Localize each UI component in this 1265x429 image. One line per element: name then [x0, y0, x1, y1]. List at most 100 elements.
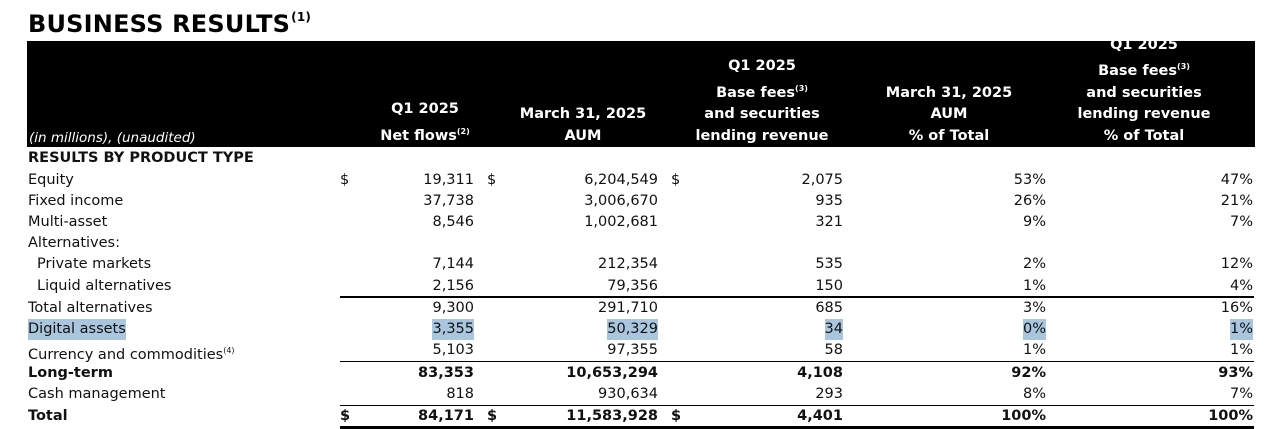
footnote-marker: (4) [223, 346, 235, 355]
currency-symbol: $ [487, 408, 498, 424]
table-row-currency-commodities: Currency and commodities(4) 5,103 97,355… [0, 340, 1265, 363]
net-flows-value: 9,300 [432, 300, 474, 316]
row-label: Cash management [28, 386, 166, 402]
row-label-highlighted: Digital assets [28, 319, 126, 340]
header-text: Net flows [380, 127, 457, 144]
aum-value-highlighted: 50,329 [607, 319, 658, 340]
table-row-long-term: Long-term 83,353 10,653,294 4,108 92% 93… [0, 363, 1265, 384]
fees-pct-value: 7% [1229, 386, 1253, 402]
aum-pct-value: 8% [1022, 386, 1046, 402]
footnote-marker: (3) [795, 83, 808, 93]
footnote-marker: (3) [1177, 62, 1190, 71]
header-line: AUM [564, 127, 602, 144]
base-fees-value: 293 [815, 386, 843, 402]
table-row-digital-assets: Digital assets 3,355 50,329 34 0% 1% [0, 319, 1265, 340]
table-row-cash-management: Cash management 818 930,634 293 8% 7% [0, 384, 1265, 405]
aum-pct-value: 1% [1022, 278, 1046, 294]
fees-pct-value: 16% [1220, 300, 1253, 316]
aum-value: 1,002,681 [584, 214, 658, 230]
section-heading: RESULTS BY PRODUCT TYPE [0, 148, 1265, 169]
currency-symbol: $ [671, 172, 681, 188]
row-label: Multi-asset [28, 214, 108, 230]
net-flows-value: 19,311 [423, 172, 474, 188]
row-label: Private markets [37, 256, 152, 272]
long-term-rule [340, 361, 1254, 362]
fees-pct-value: 47% [1220, 172, 1253, 188]
net-flows-value: 5,103 [432, 342, 474, 358]
aum-pct-value: 2% [1022, 256, 1046, 272]
currency-symbol: $ [340, 408, 351, 424]
header-line: Base fees(3) [1049, 56, 1239, 83]
header-line: and securities [704, 106, 820, 122]
table-header: (in millions), (unaudited) Q1 2025 Net f… [27, 37, 1255, 148]
column-header-net-flows: Q1 2025 Net flows(2) [335, 99, 515, 147]
header-line: Q1 2025 [391, 101, 459, 117]
aum-pct-value: 100% [1001, 408, 1046, 424]
header-line: lending revenue [695, 127, 829, 144]
aum-value: 10,653,294 [566, 365, 658, 381]
net-flows-value: 818 [446, 386, 474, 402]
column-header-aum: March 31, 2025 AUM [493, 104, 673, 147]
row-label: Fixed income [28, 193, 124, 209]
base-fees-value: 535 [815, 256, 843, 272]
net-flows-value: 2,156 [432, 278, 474, 294]
base-fees-value: 685 [815, 300, 843, 316]
aum-value: 291,710 [598, 300, 658, 316]
net-flows-value: 37,738 [423, 193, 474, 209]
header-line: Base fees(3) [667, 78, 857, 105]
aum-value: 6,204,549 [584, 172, 658, 188]
aum-value: 97,355 [607, 342, 658, 358]
row-label: Liquid alternatives [37, 278, 172, 294]
net-flows-value: 8,546 [432, 214, 474, 230]
table-row-private-markets: Private markets 7,144 212,354 535 2% 12% [0, 254, 1265, 275]
fees-pct-value: 1% [1229, 342, 1253, 358]
net-flows-value-highlighted: 3,355 [432, 319, 474, 340]
net-flows-value: 84,171 [418, 408, 474, 424]
header-line: % of Total [908, 127, 990, 144]
aum-value: 212,354 [598, 256, 658, 272]
aum-value: 930,634 [598, 386, 658, 402]
row-label-text: Currency and commodities [28, 347, 224, 363]
footnote-marker: (2) [456, 126, 470, 136]
units-note: (in millions), (unaudited) [29, 130, 196, 146]
fees-pct-value-highlighted: 1% [1229, 319, 1253, 340]
currency-symbol: $ [487, 172, 497, 188]
row-label: Total alternatives [28, 300, 153, 316]
header-line: Net flows(2) [335, 121, 515, 148]
header-line: March 31, 2025 [885, 84, 1013, 101]
base-fees-value: 58 [824, 342, 843, 358]
base-fees-value: 935 [815, 193, 843, 209]
net-flows-value: 83,353 [418, 365, 474, 381]
header-line: Q1 2025 [728, 58, 796, 74]
title-footnote: (1) [291, 10, 312, 24]
header-text: Base fees [716, 84, 796, 101]
aum-pct-value: 9% [1022, 214, 1046, 230]
title-text: BUSINESS RESULTS [28, 10, 291, 38]
fees-pct-value: 7% [1229, 214, 1253, 230]
currency-symbol: $ [671, 408, 682, 424]
aum-pct-value: 3% [1022, 300, 1046, 316]
base-fees-value-highlighted: 34 [824, 319, 843, 340]
fees-pct-value: 12% [1220, 256, 1253, 272]
table-row-fixed-income: Fixed income 37,738 3,006,670 935 26% 21… [0, 191, 1265, 212]
subtotal-rule [340, 296, 1254, 298]
fees-pct-value: 100% [1208, 408, 1253, 424]
aum-pct-value: 92% [1011, 365, 1046, 381]
aum-pct-value: 1% [1022, 342, 1046, 358]
base-fees-value: 150 [815, 278, 843, 294]
column-header-base-fees-pct: Q1 2025 Base fees(3) and securities lend… [1049, 35, 1239, 148]
row-label: Equity [28, 172, 74, 188]
currency-symbol: $ [340, 172, 350, 188]
aum-value: 79,356 [607, 278, 658, 294]
total-rule [340, 405, 1254, 406]
header-line: and securities [1086, 84, 1202, 101]
grand-total-double-rule [340, 426, 1254, 429]
net-flows-value: 7,144 [432, 256, 474, 272]
base-fees-value: 2,075 [801, 172, 843, 188]
base-fees-value: 321 [815, 214, 843, 230]
header-line: Q1 2025 [1110, 36, 1178, 53]
column-header-aum-pct: March 31, 2025 AUM % of Total [859, 83, 1039, 148]
header-line: March 31, 2025 [519, 106, 647, 122]
aum-value: 11,583,928 [566, 408, 658, 424]
row-label: Currency and commodities(4) [28, 340, 235, 366]
